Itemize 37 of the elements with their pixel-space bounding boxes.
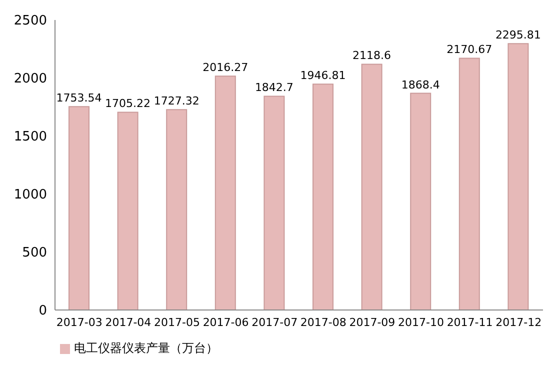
bar <box>214 76 236 310</box>
data-label: 2170.67 <box>446 43 492 56</box>
bar <box>117 112 138 310</box>
x-tick-label: 2017-07 <box>252 316 298 329</box>
x-tick-label: 2017-11 <box>446 316 493 329</box>
legend-label: 电工仪器仪表产量（万台） <box>74 341 218 355</box>
x-tick-label: 2017-03 <box>56 316 102 329</box>
y-tick-label: 1000 <box>14 188 47 203</box>
bar <box>166 109 188 310</box>
y-tick-label: 2500 <box>14 14 47 29</box>
data-label: 1753.54 <box>56 92 102 105</box>
data-label: 1727.32 <box>154 94 200 108</box>
x-tick-label: 2017-04 <box>105 316 152 329</box>
bar <box>264 96 285 310</box>
bar <box>68 106 90 310</box>
bar <box>312 84 334 310</box>
data-label: 1705.22 <box>105 97 151 110</box>
bar <box>361 64 382 310</box>
x-tick-label: 2017-06 <box>202 316 249 329</box>
data-label: 1868.4 <box>401 78 440 92</box>
bar <box>410 92 432 310</box>
x-tick-label: 2017-09 <box>349 316 396 329</box>
x-tick-label: 2017-08 <box>300 316 346 329</box>
bar <box>458 58 480 310</box>
y-tick-label: 2000 <box>14 72 47 87</box>
data-label: 2016.27 <box>202 61 248 74</box>
x-tick-label: 2017-05 <box>154 316 200 329</box>
data-label: 2295.81 <box>495 28 541 42</box>
data-label: 1946.81 <box>300 69 346 82</box>
x-tick-label: 2017-12 <box>496 316 542 329</box>
y-tick-label: 500 <box>22 246 47 261</box>
bar <box>508 43 529 310</box>
x-tick-label: 2017-10 <box>398 316 444 329</box>
data-label: 1842.7 <box>254 81 294 94</box>
y-tick-label: 1500 <box>14 130 47 145</box>
y-tick-label: 0 <box>38 304 47 319</box>
data-label: 2118.6 <box>352 49 392 62</box>
